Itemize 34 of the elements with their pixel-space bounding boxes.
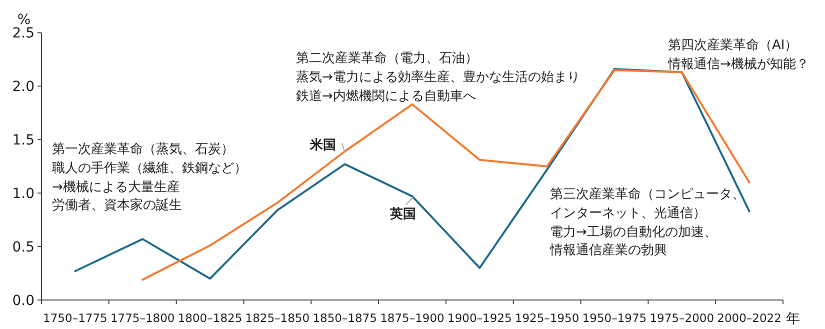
x-tick-label: 1925–1950 <box>514 311 580 325</box>
y-tick-label: 0.5 <box>12 240 34 256</box>
x-axis-title: 年 <box>786 311 800 327</box>
annotation: 第二次産業革命（電力、石油） <box>296 50 478 66</box>
x-tick-label: 1950–1975 <box>582 311 647 325</box>
annotation: 職人の手作業（繊維、鉄鋼など） <box>52 161 247 176</box>
annotation: 蒸気→電力による効率生産、豊かな生活の始まり <box>296 69 580 85</box>
y-tick-label: 0.0 <box>12 293 34 309</box>
x-tick-label: 1900–1925 <box>448 311 512 325</box>
series-label: 英国 <box>389 207 416 222</box>
annotation: 鉄道→内燃機関による自動車へ <box>296 89 476 104</box>
x-tick-label: 1875–1900 <box>380 311 444 325</box>
series-label: 米国 <box>309 138 336 153</box>
annotation: 労働者、資本家の誕生 <box>52 197 182 213</box>
x-tick-label: 1800–1825 <box>178 311 242 325</box>
y-tick-label: 2.5 <box>12 26 34 42</box>
y-tick-label: 1.5 <box>12 132 34 149</box>
y-axis-title: % <box>17 12 31 28</box>
annotation: 電力→工場の自動化の加速、 <box>550 225 717 240</box>
annotation: 情報通信→機械が知能？ <box>667 57 809 72</box>
x-tick-label: 1750–1775 <box>43 311 108 325</box>
annotation: →機械による大量生産 <box>52 179 180 195</box>
x-tick-label: 1775–1800 <box>110 311 175 325</box>
annotation: 第三次産業革命（コンピュータ、 <box>550 186 745 202</box>
x-tick-label: 1975–2000 <box>650 311 714 325</box>
annotation: 情報通信産業の勃興 <box>549 242 667 258</box>
annotation: 第四次産業革命（AI） <box>668 37 798 53</box>
x-tick-label: 2000–2022 <box>717 311 782 325</box>
annotation: 第一次産業革命（蒸気、石炭） <box>52 141 234 157</box>
x-tick-label: 1825–1850 <box>245 311 310 325</box>
y-tick-label: 1.0 <box>12 186 34 202</box>
y-tick-label: 2.0 <box>12 79 34 96</box>
x-tick-label: 1850–1875 <box>312 311 377 325</box>
annotation: インターネット、光通信） <box>550 206 706 221</box>
